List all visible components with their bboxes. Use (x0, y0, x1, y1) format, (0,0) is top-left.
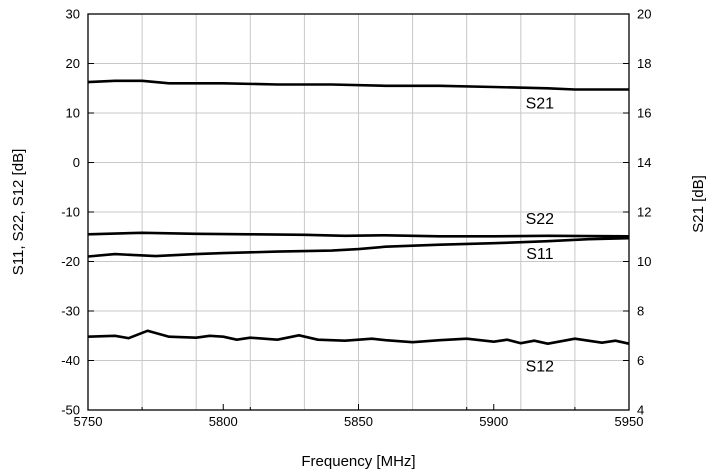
left-y-tick-label: -20 (61, 254, 80, 269)
right-y-tick-label: 20 (637, 7, 651, 22)
left-y-tick-label: 10 (66, 106, 80, 121)
right-y-tick-label: 12 (637, 205, 651, 220)
left-y-tick-label: -30 (61, 304, 80, 319)
series-line-s11 (87, 236, 630, 258)
series-line-s21 (87, 79, 629, 91)
right-y-tick-label: 10 (637, 254, 651, 269)
x-tick-label: 5950 (615, 414, 644, 429)
axis-ticks (87, 13, 630, 411)
left-y-tick-label: -50 (61, 403, 80, 418)
right-y-tick-label: 16 (637, 106, 651, 121)
left-y-tick-label: 30 (66, 7, 80, 22)
tick-labels: 5750 5800 5850 5900 5950 -50 -40 -30 -20 -10 0 10 20… (61, 7, 651, 430)
left-y-tick-label: 0 (73, 155, 80, 170)
x-tick-label: 5800 (209, 414, 238, 429)
x-axis-title: Frequency [MHz] (301, 453, 415, 470)
x-tick-label: 5850 (344, 414, 373, 429)
right-y-tick-label: 8 (637, 304, 644, 319)
series-label-s22: S22 (526, 211, 555, 228)
x-tick-label: 5900 (479, 414, 508, 429)
series-curves (87, 79, 630, 345)
right-y-tick-label: 4 (637, 403, 644, 418)
x-tick-label: 5750 (74, 414, 103, 429)
right-y-axis-title: S21 [dB] (690, 175, 707, 233)
left-y-axis-title: S11, S22, S12 [dB] (10, 149, 27, 275)
series-line-s12 (87, 329, 630, 345)
series-label-s21: S21 (526, 95, 555, 112)
right-y-tick-label: 6 (637, 353, 644, 368)
series-label-s11: S11 (526, 246, 553, 263)
left-y-tick-label: -10 (61, 205, 80, 220)
right-y-tick-label: 18 (637, 56, 651, 71)
series-label-s12: S12 (526, 359, 555, 376)
series-line-s22 (87, 231, 630, 238)
series-labels: S21 S22 S11 S12 (526, 95, 555, 375)
left-y-tick-label: 20 (66, 56, 80, 71)
left-y-tick-label: -40 (61, 353, 80, 368)
right-y-tick-label: 14 (637, 155, 651, 170)
grid-lines (88, 14, 629, 410)
